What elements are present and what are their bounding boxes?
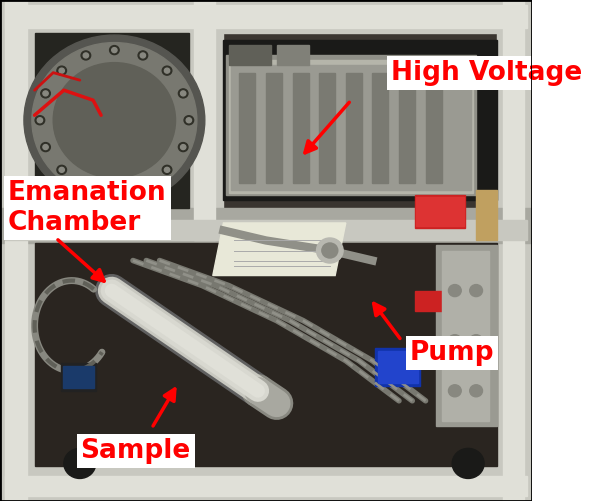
- Bar: [239, 73, 256, 183]
- Bar: [277, 45, 308, 65]
- Bar: [415, 195, 466, 228]
- Circle shape: [41, 143, 50, 152]
- Bar: [346, 73, 362, 183]
- Circle shape: [59, 68, 64, 73]
- Text: Sample: Sample: [80, 438, 191, 464]
- Bar: [497, 0, 532, 501]
- Circle shape: [35, 116, 44, 125]
- Circle shape: [140, 182, 146, 187]
- Bar: [0, 326, 532, 351]
- Bar: [35, 243, 497, 466]
- Bar: [35, 33, 189, 208]
- Circle shape: [59, 167, 64, 172]
- Bar: [436, 245, 497, 426]
- Bar: [229, 60, 473, 193]
- Circle shape: [43, 145, 48, 150]
- Bar: [0, 208, 532, 243]
- Bar: [476, 190, 497, 240]
- Circle shape: [112, 188, 117, 193]
- Bar: [194, 0, 215, 240]
- Circle shape: [317, 238, 343, 263]
- Circle shape: [178, 89, 188, 98]
- Circle shape: [110, 186, 119, 195]
- Circle shape: [184, 116, 194, 125]
- Circle shape: [64, 448, 96, 478]
- Bar: [223, 40, 497, 200]
- Bar: [375, 348, 420, 386]
- Text: Emanation
Chamber: Emanation Chamber: [8, 180, 167, 236]
- Bar: [373, 73, 388, 183]
- Circle shape: [37, 118, 43, 123]
- Bar: [0, 0, 35, 501]
- Bar: [319, 73, 335, 183]
- Circle shape: [57, 165, 67, 174]
- Circle shape: [448, 335, 461, 347]
- Bar: [399, 73, 415, 183]
- Bar: [232, 65, 471, 190]
- Bar: [416, 197, 464, 226]
- Bar: [0, 466, 532, 501]
- Circle shape: [110, 46, 119, 55]
- Bar: [189, 0, 223, 240]
- Bar: [503, 0, 524, 501]
- Bar: [425, 73, 442, 183]
- Circle shape: [164, 68, 170, 73]
- Circle shape: [81, 51, 91, 60]
- Circle shape: [162, 165, 172, 174]
- Bar: [0, 401, 532, 426]
- Circle shape: [32, 43, 197, 198]
- Circle shape: [164, 167, 170, 172]
- Text: Pump: Pump: [410, 340, 494, 366]
- Bar: [61, 363, 96, 391]
- Circle shape: [57, 66, 67, 75]
- Circle shape: [470, 335, 482, 347]
- Circle shape: [24, 35, 205, 205]
- Bar: [226, 55, 476, 195]
- Circle shape: [138, 180, 148, 189]
- Bar: [0, 0, 532, 33]
- Circle shape: [83, 182, 89, 187]
- Text: High Voltage: High Voltage: [391, 60, 582, 86]
- Circle shape: [470, 285, 482, 297]
- Circle shape: [53, 63, 176, 178]
- Bar: [5, 476, 527, 496]
- Circle shape: [83, 53, 89, 58]
- Circle shape: [181, 91, 186, 96]
- Circle shape: [112, 48, 117, 53]
- Bar: [0, 240, 532, 501]
- Polygon shape: [213, 223, 346, 276]
- Circle shape: [81, 180, 91, 189]
- Bar: [5, 0, 26, 501]
- Circle shape: [322, 243, 338, 258]
- Bar: [5, 220, 527, 240]
- Circle shape: [452, 448, 484, 478]
- Circle shape: [43, 91, 48, 96]
- Circle shape: [181, 145, 186, 150]
- Bar: [229, 45, 271, 65]
- Bar: [0, 0, 532, 240]
- Bar: [378, 351, 418, 383]
- Bar: [5, 5, 527, 28]
- Circle shape: [140, 53, 146, 58]
- Bar: [293, 73, 308, 183]
- Circle shape: [448, 385, 461, 397]
- Bar: [442, 250, 490, 421]
- Bar: [415, 291, 444, 311]
- Circle shape: [186, 118, 191, 123]
- Circle shape: [138, 51, 148, 60]
- Bar: [266, 73, 282, 183]
- Circle shape: [470, 385, 482, 397]
- Bar: [63, 366, 94, 388]
- Circle shape: [178, 143, 188, 152]
- Circle shape: [448, 285, 461, 297]
- Circle shape: [162, 66, 172, 75]
- Circle shape: [41, 89, 50, 98]
